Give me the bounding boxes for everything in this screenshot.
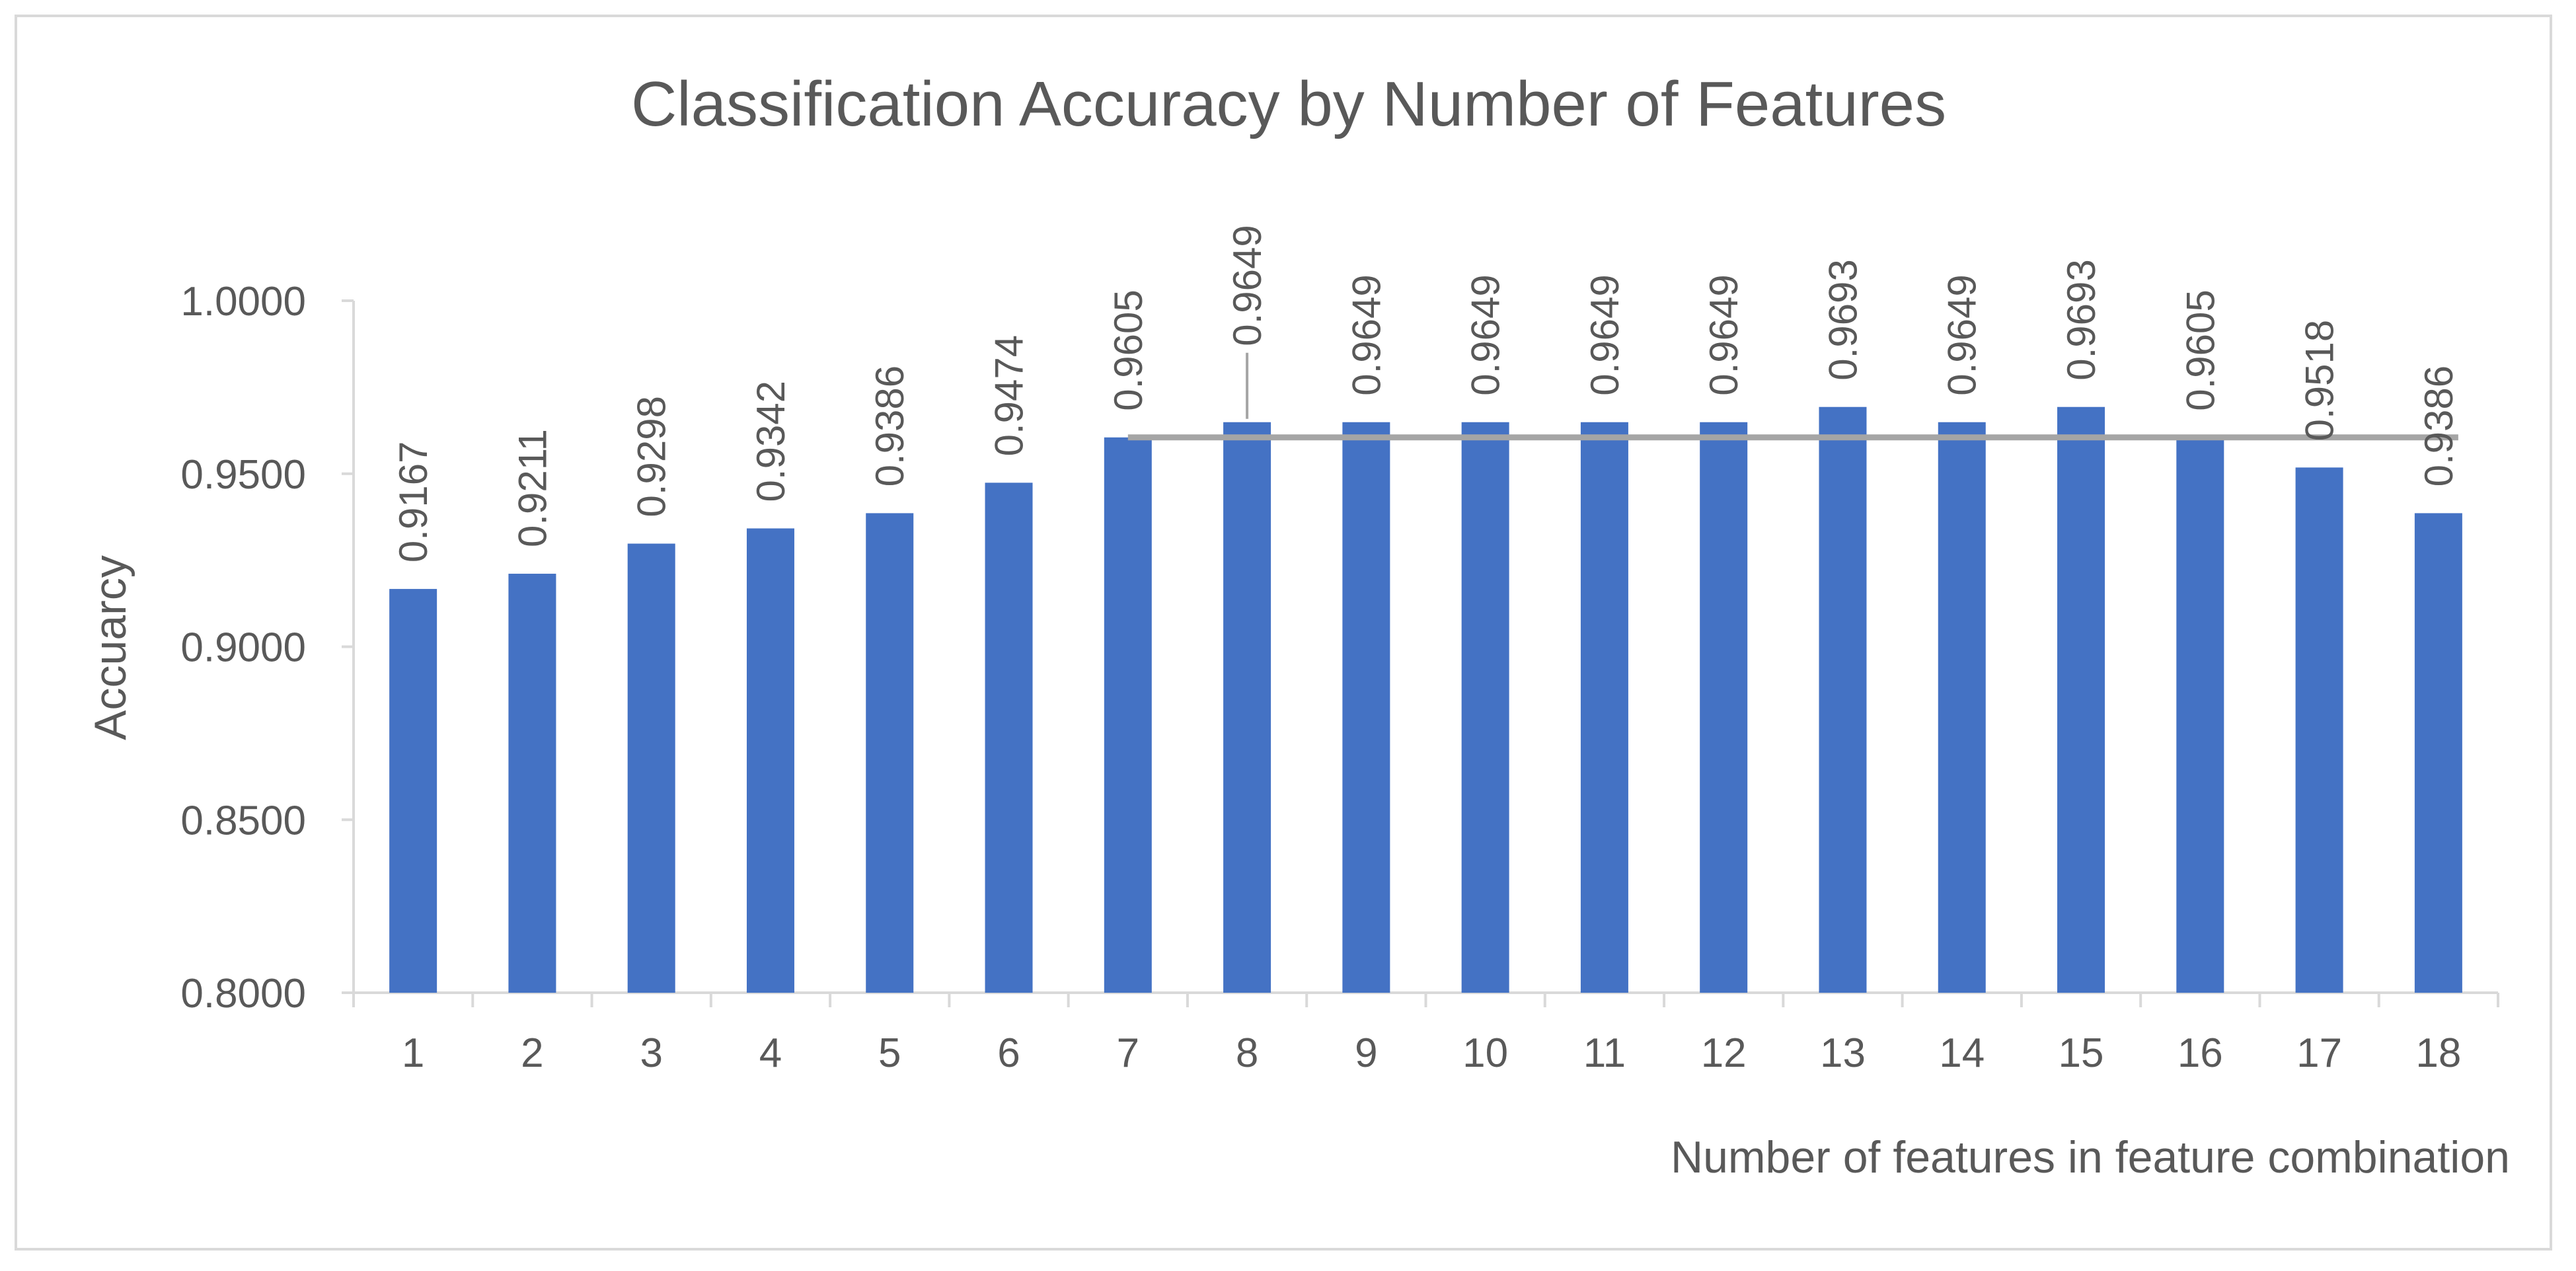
x-tick-label: 8 [1236, 1030, 1258, 1076]
y-tick-label: 0.8000 [180, 971, 306, 1017]
bar [508, 574, 556, 993]
chart-title: Classification Accuracy by Number of Fea… [631, 69, 1946, 139]
data-label: 0.9386 [868, 366, 912, 487]
data-label: 0.9474 [987, 335, 1032, 457]
bar [2176, 437, 2224, 993]
x-axis: 1 2 3 4 5 6 7 8 9 10 11 12 13 14 15 16 17 18 [352, 991, 2499, 1076]
data-label: 0.9693 [1821, 259, 1865, 381]
data-label: 0.9649 [1464, 274, 1508, 396]
y-axis: 0.8000 0.8500 0.9000 0.9500 1.0000 [180, 279, 355, 1017]
bar [1700, 422, 1748, 993]
data-label: 0.9649 [1344, 274, 1388, 396]
chart-frame [15, 15, 2552, 1251]
bar [1342, 422, 1390, 993]
x-tick-label: 13 [1820, 1030, 1866, 1076]
bar [1580, 422, 1628, 993]
data-label: 0.9649 [1583, 274, 1627, 396]
x-tick-label: 7 [1117, 1030, 1139, 1076]
x-tick-label: 12 [1701, 1030, 1747, 1076]
y-tick-label: 0.8500 [180, 798, 306, 843]
data-label: 0.9649 [1702, 274, 1746, 396]
data-label: 0.9518 [2298, 320, 2342, 442]
x-tick-label: 5 [878, 1030, 901, 1076]
data-label: 0.9342 [749, 381, 793, 502]
bar [866, 513, 914, 993]
x-tick-label: 4 [759, 1030, 782, 1076]
x-tick-label: 3 [640, 1030, 662, 1076]
data-label: 0.9605 [2178, 289, 2222, 411]
bar [1104, 437, 1152, 993]
data-label: 0.9649 [1225, 225, 1269, 346]
y-tick-label: 1.0000 [180, 279, 306, 325]
bar [1819, 406, 1867, 993]
data-label: 0.9386 [2417, 366, 2461, 487]
x-tick-label: 16 [2178, 1030, 2223, 1076]
bar [985, 482, 1033, 993]
y-axis-title: Accuarcy [85, 555, 135, 740]
data-label: 0.9211 [510, 429, 554, 547]
bar [389, 589, 437, 993]
bar [2057, 406, 2105, 993]
data-label: 0.9167 [391, 442, 436, 563]
x-tick-label: 6 [997, 1030, 1020, 1076]
bar [2295, 467, 2343, 993]
x-tick-label: 17 [2296, 1030, 2342, 1076]
bar [1223, 422, 1271, 993]
bar [1938, 422, 1986, 993]
bar-series [389, 406, 2462, 993]
y-tick-label: 0.9500 [180, 452, 306, 498]
x-tick-label: 14 [1939, 1030, 1985, 1076]
x-tick-label: 9 [1355, 1030, 1377, 1076]
x-tick-label: 18 [2415, 1030, 2461, 1076]
data-labels: 0.9167 0.9211 0.9298 0.9342 0.9386 0.9474 0.96… [391, 225, 2461, 562]
y-tick-label: 0.9000 [180, 625, 306, 671]
data-label: 0.9605 [1106, 289, 1151, 411]
x-tick-label: 11 [1583, 1030, 1626, 1076]
bar [627, 543, 675, 993]
data-label: 0.9298 [630, 396, 674, 518]
data-label: 0.9693 [2059, 259, 2103, 381]
x-tick-label: 10 [1462, 1030, 1508, 1076]
data-label: 0.9649 [1940, 274, 1985, 396]
bar [1461, 422, 1509, 993]
x-tick-label: 15 [2059, 1030, 2104, 1076]
bar [746, 528, 794, 993]
x-tick-label: 1 [402, 1030, 424, 1076]
bar [2414, 513, 2462, 993]
x-tick-label: 2 [521, 1030, 543, 1076]
x-axis-title: Number of features in feature combinatio… [1671, 1132, 2510, 1182]
